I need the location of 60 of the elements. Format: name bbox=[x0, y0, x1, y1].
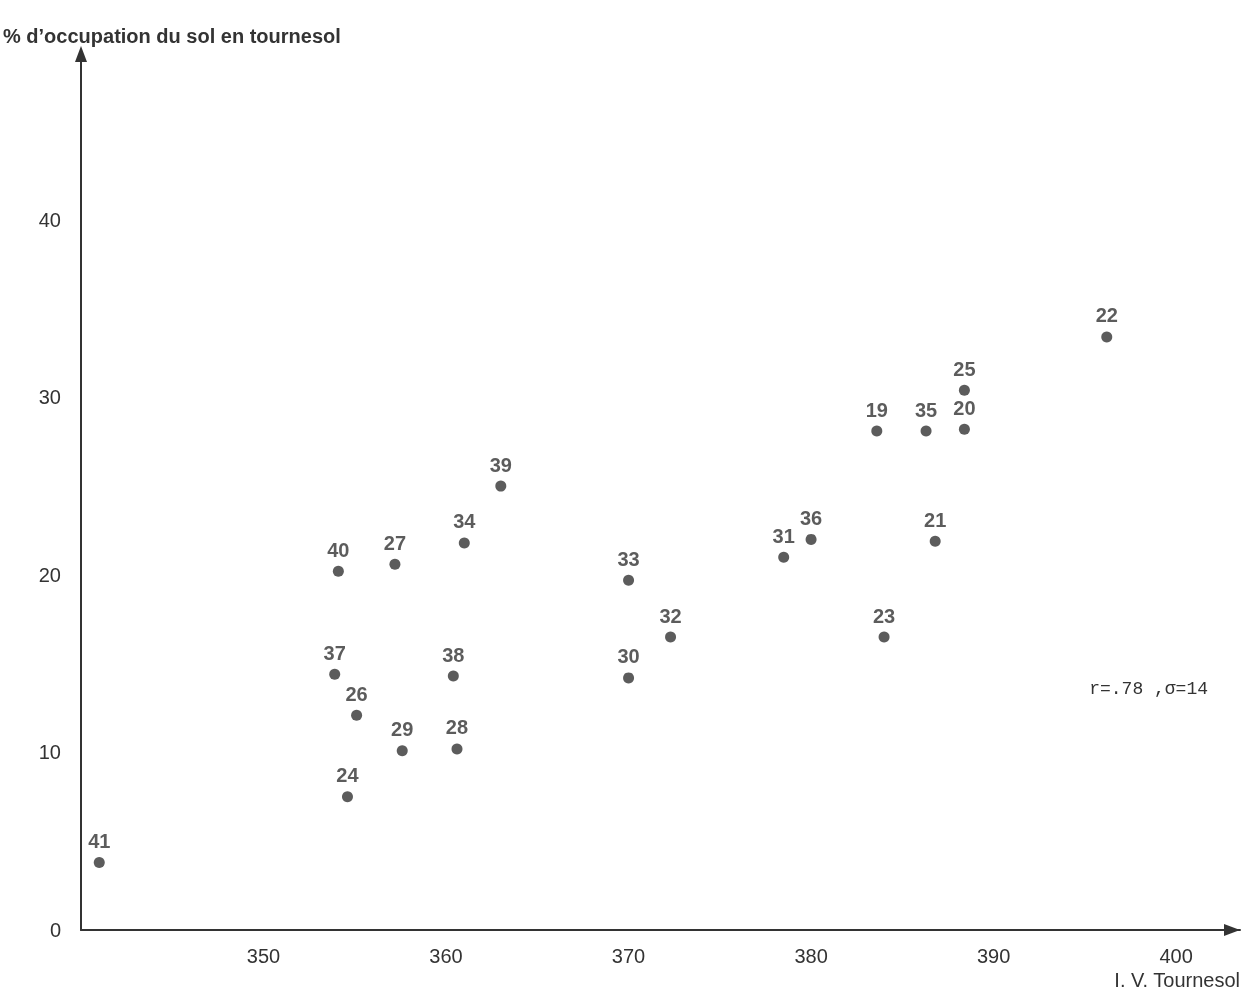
point bbox=[396, 745, 408, 757]
series-label: 32 bbox=[659, 604, 682, 627]
point bbox=[878, 631, 890, 643]
series-label: 23 bbox=[872, 604, 896, 627]
series-label: 31 bbox=[772, 524, 795, 547]
series-label: 21 bbox=[924, 508, 947, 531]
series-label: 41 bbox=[88, 830, 111, 853]
x-tick-label: 370 bbox=[611, 945, 646, 967]
point bbox=[451, 743, 463, 755]
series-label: 37 bbox=[323, 641, 346, 664]
point bbox=[341, 791, 353, 803]
x-tick-label: 380 bbox=[794, 945, 828, 967]
series-label: 30 bbox=[617, 645, 640, 668]
y-axis-title: % d’occupation du sol en tournesol bbox=[3, 25, 341, 47]
series-label: 39 bbox=[489, 453, 512, 476]
point bbox=[929, 535, 941, 547]
series-label: 19 bbox=[865, 398, 888, 421]
x-axis-title: I. V. Tournesol bbox=[1114, 969, 1240, 991]
y-tick-label: 10 bbox=[38, 741, 61, 764]
x-tick-label: 350 bbox=[246, 945, 281, 967]
point bbox=[458, 537, 470, 549]
series-label: 40 bbox=[327, 538, 350, 561]
y-tick-label: 40 bbox=[38, 208, 61, 231]
y-tick-label: 20 bbox=[38, 563, 61, 586]
annotation: r=.78 ,σ=14 bbox=[1089, 679, 1209, 699]
point bbox=[920, 425, 932, 437]
series-label: 34 bbox=[453, 510, 477, 533]
series-label: 36 bbox=[799, 506, 823, 529]
point bbox=[93, 857, 105, 869]
series-label: 26 bbox=[345, 682, 368, 705]
point bbox=[805, 533, 817, 545]
point bbox=[495, 480, 507, 492]
point bbox=[958, 384, 970, 396]
point bbox=[665, 631, 677, 643]
series-label: 24 bbox=[336, 764, 360, 787]
point bbox=[332, 565, 344, 577]
point bbox=[447, 670, 459, 682]
x-tick-label: 360 bbox=[429, 945, 463, 967]
point bbox=[389, 558, 401, 570]
point bbox=[1101, 331, 1113, 343]
point bbox=[871, 425, 883, 437]
y-tick-label: 0 bbox=[49, 919, 61, 941]
series-label: 20 bbox=[953, 396, 976, 419]
series-label: 28 bbox=[445, 716, 469, 739]
series-label: 27 bbox=[383, 531, 407, 554]
point bbox=[778, 551, 790, 563]
series-label: 33 bbox=[617, 547, 640, 570]
point bbox=[958, 423, 970, 435]
series-label: 35 bbox=[914, 398, 938, 421]
point bbox=[351, 709, 363, 721]
series-label: 25 bbox=[953, 357, 976, 380]
x-tick-label: 400 bbox=[1159, 945, 1193, 967]
series-label: 38 bbox=[442, 643, 465, 666]
point bbox=[623, 574, 635, 586]
y-tick-label: 30 bbox=[38, 386, 61, 409]
series-label: 22 bbox=[1095, 304, 1118, 327]
point bbox=[329, 668, 341, 680]
x-tick-label: 390 bbox=[976, 945, 1011, 967]
point bbox=[623, 672, 635, 684]
series-label: 29 bbox=[391, 718, 414, 741]
